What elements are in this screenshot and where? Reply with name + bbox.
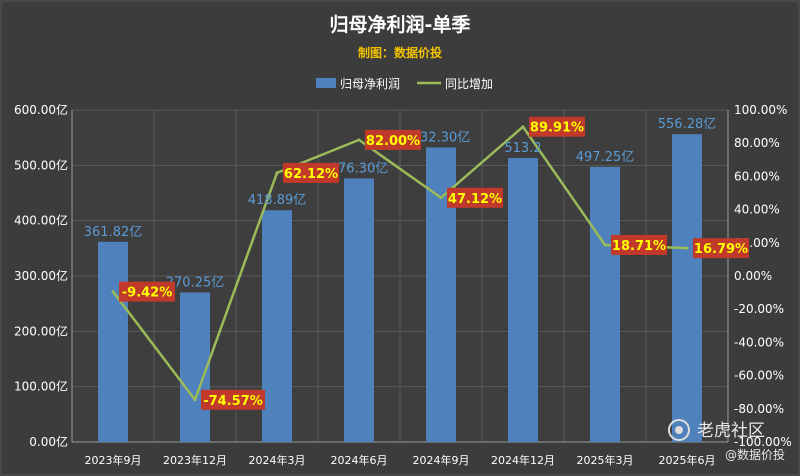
x-tick-label: 2024年6月 xyxy=(331,453,388,467)
yoy-value-label: 89.91% xyxy=(530,121,584,136)
watermark-brand: 老虎社区 xyxy=(697,421,765,441)
bar xyxy=(590,166,620,443)
bar xyxy=(180,292,210,442)
plot-area: 0.00亿 100.00亿 200.00亿 300.00亿 400.00亿 500.00亿… xyxy=(14,102,792,467)
yoy-value-label-box xyxy=(529,116,585,137)
x-tick-label: 2023年12月 xyxy=(163,453,227,467)
yoy-value-label-box xyxy=(447,187,503,208)
yoy-value-label: 16.79% xyxy=(694,242,748,257)
chart-subtitle: 制图：数据价投 xyxy=(358,45,442,60)
bar xyxy=(262,210,292,442)
yoy-value-label-box xyxy=(611,234,667,255)
y-left-tick-label: 400.00亿 xyxy=(14,213,68,228)
yoy-value-label-box xyxy=(201,389,265,410)
x-tick-label: 2025年6月 xyxy=(659,453,716,467)
bar-value-label: 361.82亿 xyxy=(84,225,143,240)
x-tick-label: 2023年9月 xyxy=(85,453,142,467)
bar xyxy=(344,178,374,442)
yoy-value-label: 47.12% xyxy=(448,192,502,207)
bar-value-label: 418.89亿 xyxy=(248,193,307,208)
x-tick-label: 2024年12月 xyxy=(491,453,555,467)
y-right-tick-label: 40.00% xyxy=(734,203,780,217)
yoy-value-label-box xyxy=(693,238,749,259)
x-tick-label: 2024年9月 xyxy=(413,453,470,467)
y-left-tick-label: 200.00亿 xyxy=(14,323,68,338)
legend-label-line: 同比增加 xyxy=(445,77,493,91)
watermark: 老虎社区 @数据价投 xyxy=(668,419,785,462)
x-tick-label: 2025年3月 xyxy=(577,453,634,467)
yoy-value-label-box xyxy=(365,129,421,150)
chart-title: 归母净利润-单季 xyxy=(330,13,471,36)
y-right-tick-label: 80.00% xyxy=(734,136,780,150)
legend-swatch-bar xyxy=(316,78,336,88)
yoy-value-label-box xyxy=(283,162,339,183)
bar-value-label: 270.25亿 xyxy=(166,275,225,290)
yoy-point xyxy=(111,290,115,294)
yoy-point xyxy=(275,171,279,175)
bar xyxy=(98,241,128,442)
x-tick-label: 2024年3月 xyxy=(249,453,306,467)
y-right-tick-label: 100.00% xyxy=(734,103,787,117)
y-left-tick-label: 500.00亿 xyxy=(14,157,68,172)
bar-value-label: 497.25亿 xyxy=(576,150,635,165)
y-left-tick-label: 100.00亿 xyxy=(14,379,68,394)
yoy-line xyxy=(112,125,688,402)
yoy-value-label-box xyxy=(119,281,175,302)
bar-value-label: 556.28亿 xyxy=(658,117,717,132)
yoy-value-label: 62.12% xyxy=(284,167,338,182)
y-left-tick-label: 0.00亿 xyxy=(29,434,68,449)
yoy-value-label: -9.42% xyxy=(122,286,173,301)
y-right-tick-label: -40.00% xyxy=(734,335,784,349)
yoy-point xyxy=(193,398,197,402)
legend-label-bar: 归母净利润 xyxy=(340,77,400,91)
bar xyxy=(508,158,538,442)
yoy-value-label: -74.57% xyxy=(203,394,263,409)
y-right-tick-label: -80.00% xyxy=(734,402,784,416)
y-right-tick-label: -60.00% xyxy=(734,369,784,383)
y-right-tick-label: 60.00% xyxy=(734,169,780,183)
yoy-point xyxy=(685,246,689,250)
yoy-value-label: 18.71% xyxy=(612,239,666,254)
y-right-tick-label: -20.00% xyxy=(734,302,784,316)
yoy-point xyxy=(439,196,443,200)
bar-value-label: 532.30亿 xyxy=(412,130,471,145)
yoy-point xyxy=(521,125,525,129)
y-right-tick-label: -100.00% xyxy=(734,435,792,449)
watermark-handle: @数据价投 xyxy=(725,447,785,462)
legend: 归母净利润 同比增加 xyxy=(316,77,493,91)
bar-value-label: 476.30亿 xyxy=(330,161,389,176)
y-left-tick-label: 300.00亿 xyxy=(14,268,68,283)
yoy-point xyxy=(357,138,361,142)
yoy-point xyxy=(603,243,607,247)
y-left-tick-label: 600.00亿 xyxy=(14,102,68,117)
yoy-value-label: 82.00% xyxy=(366,134,420,149)
bar xyxy=(672,134,702,443)
bar-value-label: 513.2 xyxy=(504,141,541,156)
tiger-logo-icon xyxy=(668,419,690,441)
y-right-tick-label: 0.00% xyxy=(734,269,772,283)
